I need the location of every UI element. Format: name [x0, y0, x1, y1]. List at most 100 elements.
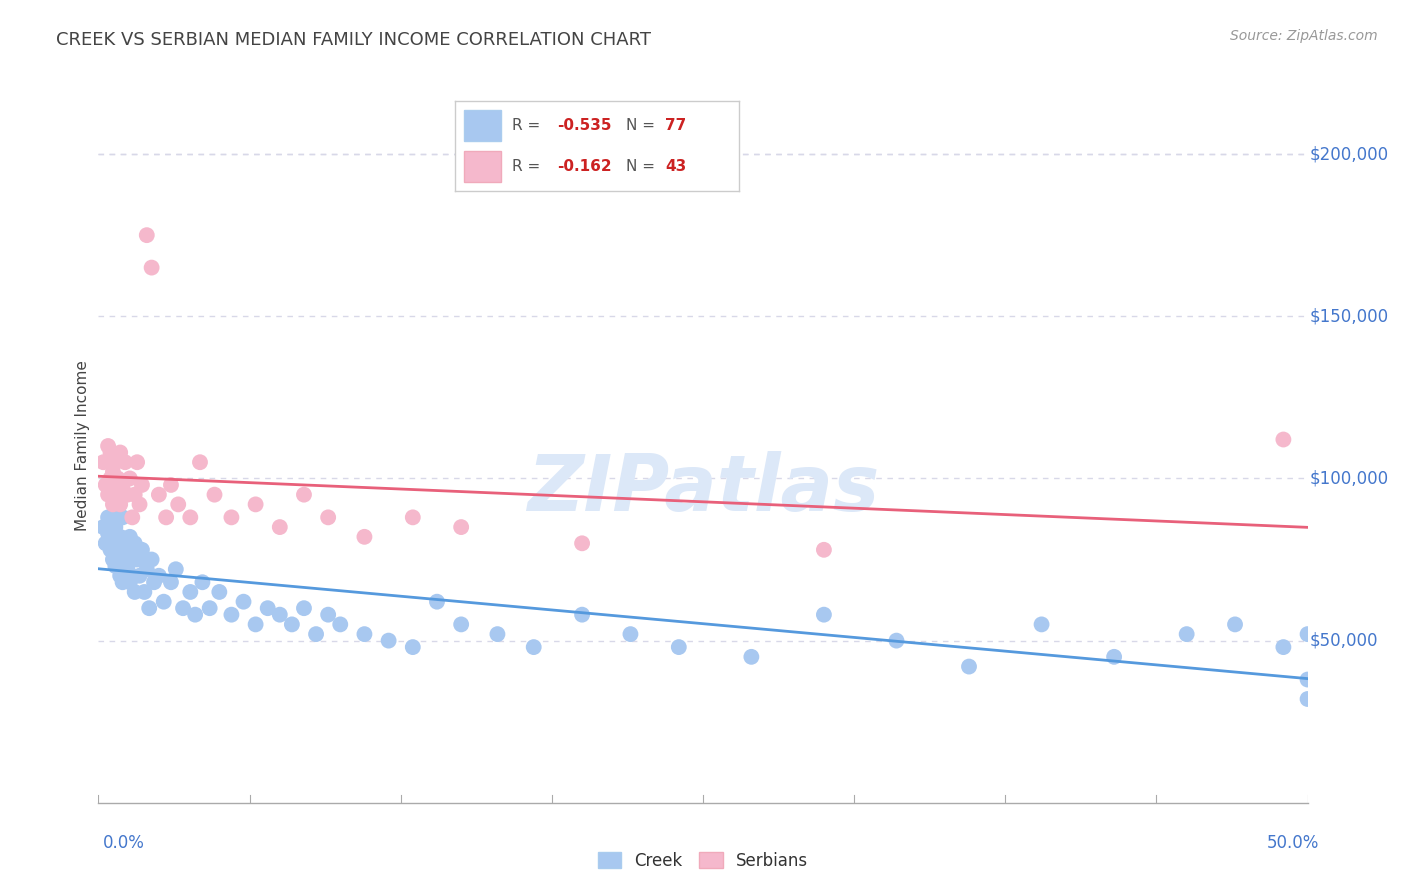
Point — [108, 568, 131, 582]
Point — [305, 627, 328, 641]
Point — [104, 520, 127, 534]
Point — [523, 640, 546, 654]
Point — [281, 617, 304, 632]
Point — [204, 488, 226, 502]
Point — [179, 510, 201, 524]
Point — [571, 536, 593, 550]
Point — [188, 455, 211, 469]
Point — [114, 455, 136, 469]
Point — [208, 585, 231, 599]
Point — [108, 445, 131, 459]
Point — [1031, 617, 1053, 632]
Point — [1272, 433, 1295, 447]
Point — [124, 536, 146, 550]
Point — [256, 601, 278, 615]
Point — [124, 585, 146, 599]
Text: 50.0%: 50.0% — [1267, 834, 1319, 852]
Point — [886, 633, 908, 648]
Point — [329, 617, 352, 632]
Point — [104, 455, 127, 469]
Point — [571, 607, 593, 622]
Point — [138, 601, 160, 615]
Point — [141, 552, 163, 566]
Point — [97, 488, 120, 502]
Point — [101, 497, 124, 511]
Point — [101, 465, 124, 479]
Point — [245, 617, 267, 632]
Point — [221, 510, 243, 524]
Point — [450, 617, 472, 632]
Text: $150,000: $150,000 — [1310, 307, 1389, 326]
Point — [107, 549, 129, 564]
Point — [104, 478, 127, 492]
Point — [107, 488, 129, 502]
Point — [118, 471, 141, 485]
Point — [121, 510, 143, 524]
Point — [269, 520, 291, 534]
Point — [101, 536, 124, 550]
Point — [100, 471, 122, 485]
Point — [111, 478, 134, 492]
Point — [232, 595, 254, 609]
Point — [124, 488, 146, 502]
Point — [100, 530, 122, 544]
Point — [377, 633, 399, 648]
Point — [184, 607, 207, 622]
Point — [117, 562, 139, 576]
Point — [148, 568, 170, 582]
Point — [107, 504, 129, 518]
Point — [450, 520, 472, 534]
Point — [111, 510, 134, 524]
Point — [1175, 627, 1198, 641]
Point — [143, 575, 166, 590]
Point — [1296, 673, 1319, 687]
Point — [245, 497, 267, 511]
Text: $50,000: $50,000 — [1310, 632, 1378, 649]
Text: CREEK VS SERBIAN MEDIAN FAMILY INCOME CORRELATION CHART: CREEK VS SERBIAN MEDIAN FAMILY INCOME CO… — [56, 31, 651, 49]
Point — [402, 510, 425, 524]
Point — [152, 595, 174, 609]
Point — [172, 601, 194, 615]
Point — [127, 455, 149, 469]
Point — [221, 607, 243, 622]
Text: Source: ZipAtlas.com: Source: ZipAtlas.com — [1230, 29, 1378, 43]
Text: $100,000: $100,000 — [1310, 469, 1389, 487]
Point — [316, 607, 339, 622]
Point — [740, 649, 762, 664]
Text: 0.0%: 0.0% — [103, 834, 145, 852]
Point — [94, 478, 117, 492]
Point — [1296, 692, 1319, 706]
Point — [619, 627, 641, 641]
Point — [426, 595, 449, 609]
Text: ZIPatlas: ZIPatlas — [527, 450, 879, 527]
Text: $200,000: $200,000 — [1310, 145, 1389, 163]
Point — [118, 575, 141, 590]
Point — [155, 510, 177, 524]
Point — [131, 542, 153, 557]
Point — [97, 510, 120, 524]
Point — [1272, 640, 1295, 654]
Point — [111, 552, 134, 566]
Point — [353, 530, 375, 544]
Point — [97, 526, 120, 541]
Point — [104, 559, 127, 574]
Point — [316, 510, 339, 524]
Legend: Creek, Serbians: Creek, Serbians — [591, 846, 815, 877]
Point — [100, 445, 122, 459]
Point — [91, 520, 114, 534]
Point — [94, 536, 117, 550]
Point — [104, 542, 127, 557]
Point — [160, 575, 183, 590]
Point — [131, 478, 153, 492]
Y-axis label: Median Family Income: Median Family Income — [75, 360, 90, 532]
Point — [100, 542, 122, 557]
Point — [108, 530, 131, 544]
Point — [128, 497, 150, 511]
Point — [135, 228, 157, 243]
Point — [179, 585, 201, 599]
Point — [269, 607, 291, 622]
Point — [121, 552, 143, 566]
Point — [292, 488, 315, 502]
Point — [148, 488, 170, 502]
Point — [486, 627, 509, 641]
